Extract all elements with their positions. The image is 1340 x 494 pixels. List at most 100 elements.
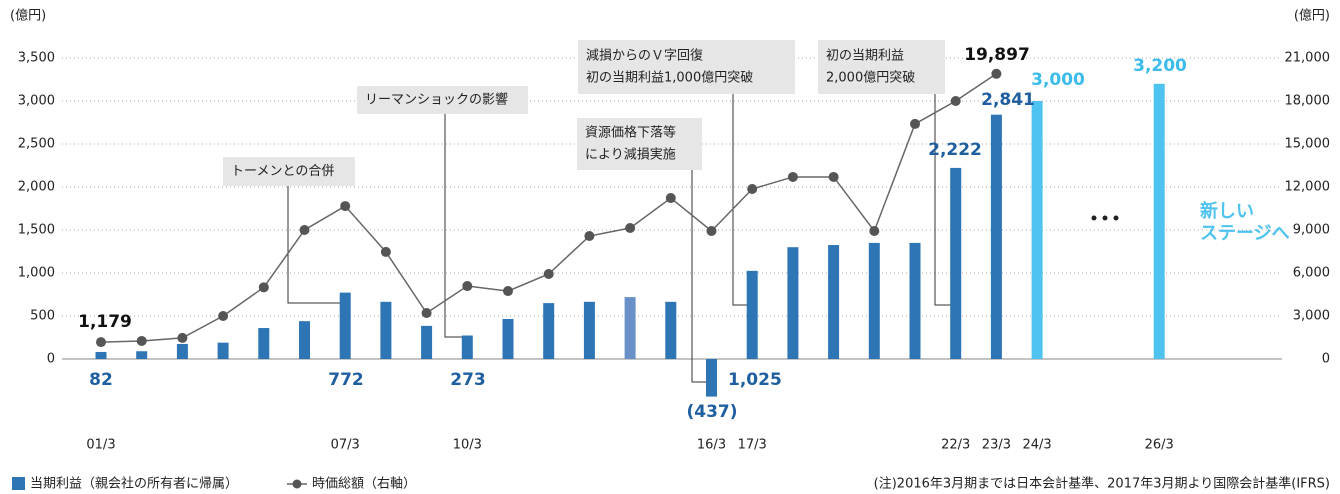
bar — [339, 292, 351, 359]
annotation-box — [578, 40, 795, 94]
line-marker — [136, 335, 147, 346]
annotation-box — [818, 40, 945, 94]
line-marker — [747, 184, 758, 195]
bar — [421, 325, 433, 359]
x-tick-label: 23/3 — [982, 438, 1011, 453]
bar — [176, 343, 188, 359]
line-marker — [665, 193, 676, 204]
line-marker — [787, 171, 798, 182]
bar — [990, 114, 1002, 359]
line-marker — [462, 281, 473, 292]
bar — [665, 301, 677, 359]
bar — [746, 270, 758, 359]
legend-label: 時価総額（右軸） — [312, 477, 416, 492]
forecast-label: ステージへ — [1200, 223, 1290, 244]
line-marker — [706, 226, 717, 237]
x-tick-label: 26/3 — [1145, 438, 1174, 453]
y-unit: (億円) — [10, 8, 46, 24]
y-tick-label: 2,500 — [18, 137, 55, 152]
annotation-box — [577, 118, 702, 170]
annotation-text: 2,000億円突破 — [826, 70, 915, 86]
y2-tick-label: 6,000 — [1293, 266, 1330, 281]
line-marker — [380, 246, 391, 257]
bar — [909, 242, 921, 359]
line — [100, 73, 997, 343]
x-tick-label: 24/3 — [1022, 438, 1051, 453]
ellipsis-dot — [1113, 215, 1119, 221]
bar-value-label: 82 — [89, 370, 113, 390]
bar — [583, 301, 595, 359]
ellipsis-dot — [1091, 215, 1097, 221]
bar — [543, 303, 555, 359]
annotation-text: リーマンショックの影響 — [365, 92, 508, 108]
line-marker — [421, 307, 432, 318]
bar — [1153, 83, 1165, 360]
annotation-leader — [691, 170, 712, 383]
annotation-text: トーメンとの合併 — [231, 164, 334, 179]
annotation-text: 初の当期利益1,000億円突破 — [586, 70, 753, 86]
bar-value-label: (437) — [686, 402, 737, 422]
line-marker — [991, 68, 1002, 79]
line-marker — [258, 282, 269, 293]
line-marker — [625, 222, 636, 233]
x-tick-label: 10/3 — [453, 438, 482, 453]
x-tick-label: 22/3 — [941, 438, 970, 453]
line-marker — [177, 332, 188, 343]
line-marker — [950, 96, 961, 106]
annotation-box — [223, 157, 355, 186]
line-value-label: 19,897 — [964, 45, 1030, 65]
line-marker — [299, 225, 310, 235]
x-tick-label: 17/3 — [738, 438, 767, 453]
annotation-text: により減損実施 — [585, 147, 676, 163]
legend-label: 当期利益（親会社の所有者に帰属） — [30, 476, 238, 492]
y-tick-label: 1,500 — [18, 223, 55, 238]
bar-value-label: 2,841 — [981, 90, 1035, 110]
y-tick-label: 500 — [30, 309, 55, 324]
y2-tick-label: 12,000 — [1285, 180, 1331, 195]
bar-value-label: 1,025 — [728, 370, 782, 390]
annotation-box — [357, 86, 528, 114]
y-tick-label: 0 — [47, 352, 55, 367]
annotation-leader — [732, 94, 753, 306]
bar — [502, 319, 514, 359]
bar-value-label: 3,000 — [1031, 70, 1085, 90]
ellipsis-dot — [1102, 215, 1108, 221]
y2-tick-label: 3,000 — [1293, 309, 1330, 324]
bar — [299, 321, 310, 359]
line-marker — [584, 231, 595, 242]
y2-unit: (億円) — [1294, 8, 1330, 24]
bar — [868, 242, 880, 359]
y-tick-label: 1,000 — [18, 266, 55, 281]
forecast-label: 新しい — [1200, 200, 1254, 222]
line-marker — [96, 337, 106, 348]
line-value-label: 1,179 — [78, 312, 132, 332]
legend-marker — [292, 479, 302, 489]
x-tick-label: 01/3 — [86, 438, 115, 453]
bar — [136, 351, 148, 359]
annotation-leader — [287, 186, 346, 304]
bar — [787, 247, 799, 359]
bar — [461, 335, 473, 359]
line-marker — [340, 201, 351, 212]
bar — [380, 301, 392, 359]
bar-value-label: 772 — [328, 370, 364, 390]
annotation-text: 減損からのＶ字回復 — [586, 48, 703, 64]
y-tick-label: 2,000 — [18, 180, 55, 195]
y-tick-label: 3,500 — [18, 51, 55, 66]
bar-value-label: 3,200 — [1133, 56, 1187, 76]
y2-tick-label: 18,000 — [1285, 94, 1331, 109]
bar — [95, 351, 107, 359]
bar — [1031, 101, 1043, 359]
annotation-text: 初の当期利益 — [826, 49, 904, 64]
annotation-leader — [444, 114, 468, 338]
x-tick-label: 16/3 — [697, 438, 726, 453]
bar-value-label: 2,222 — [928, 140, 982, 160]
annotation-leader — [934, 94, 956, 306]
line-marker — [869, 226, 880, 237]
y2-tick-label: 9,000 — [1293, 223, 1330, 238]
annotation-text: 資源価格下落等 — [585, 125, 676, 141]
legend-swatch — [12, 477, 25, 490]
bar — [706, 359, 717, 397]
bar — [217, 342, 229, 359]
